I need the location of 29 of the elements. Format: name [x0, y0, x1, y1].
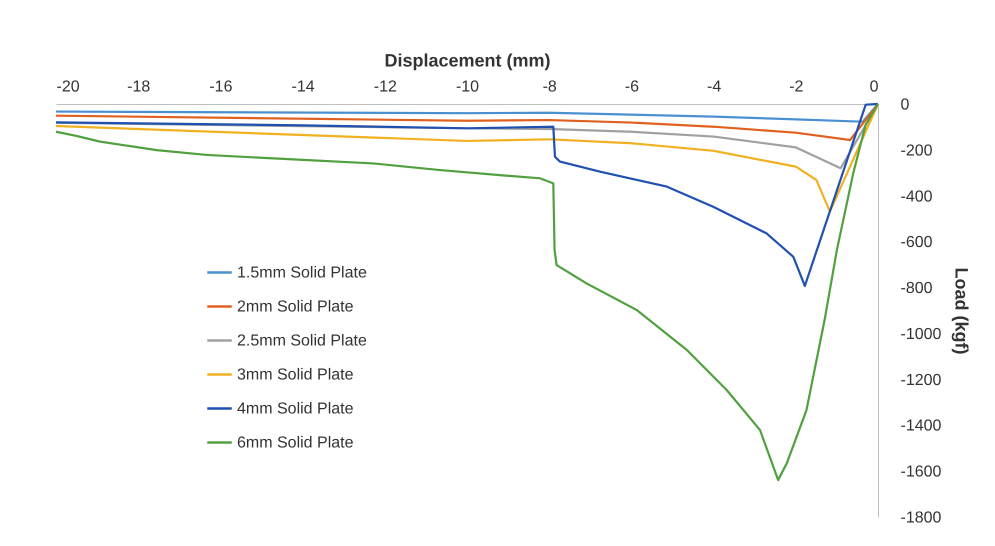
y-tick-label: -200 — [900, 142, 933, 160]
y-tick-label: -800 — [900, 280, 933, 298]
x-tick-label: -14 — [292, 78, 315, 96]
y-tick-label: -1800 — [900, 510, 942, 526]
legend-label: 3mm Solid Plate — [237, 366, 354, 384]
x-tick-label: -10 — [456, 78, 480, 96]
y-tick-label: -1000 — [900, 326, 942, 343]
y-tick-label: -1400 — [900, 418, 942, 435]
x-tick-label: -8 — [542, 78, 557, 96]
legend-label: 2.5mm Solid Plate — [237, 332, 367, 350]
y-tick-label: -600 — [900, 234, 933, 252]
y-tick-label: 0 — [900, 96, 910, 114]
y-axis-title: Load (kgf) — [951, 268, 972, 354]
x-tick-label: 0 — [870, 78, 879, 96]
x-tick-label: -6 — [624, 78, 640, 96]
x-tick-label: -18 — [127, 78, 150, 96]
y-tick-label: -1600 — [900, 464, 942, 481]
legend-label: 2mm Solid Plate — [237, 298, 354, 316]
x-tick-label: -20 — [56, 78, 80, 96]
x-tick-label: -2 — [789, 78, 804, 96]
legend-label: 4mm Solid Plate — [237, 400, 354, 418]
y-tick-label: -400 — [900, 188, 933, 206]
x-axis-title: Displacement (mm) — [384, 50, 551, 70]
x-tick-label: -4 — [706, 78, 722, 96]
x-tick-label: -12 — [374, 78, 397, 96]
y-tick-label: -1200 — [900, 372, 942, 389]
legend-label: 6mm Solid Plate — [237, 434, 354, 452]
legend-label: 1.5mm Solid Plate — [237, 264, 367, 282]
x-tick-label: -16 — [209, 78, 233, 96]
